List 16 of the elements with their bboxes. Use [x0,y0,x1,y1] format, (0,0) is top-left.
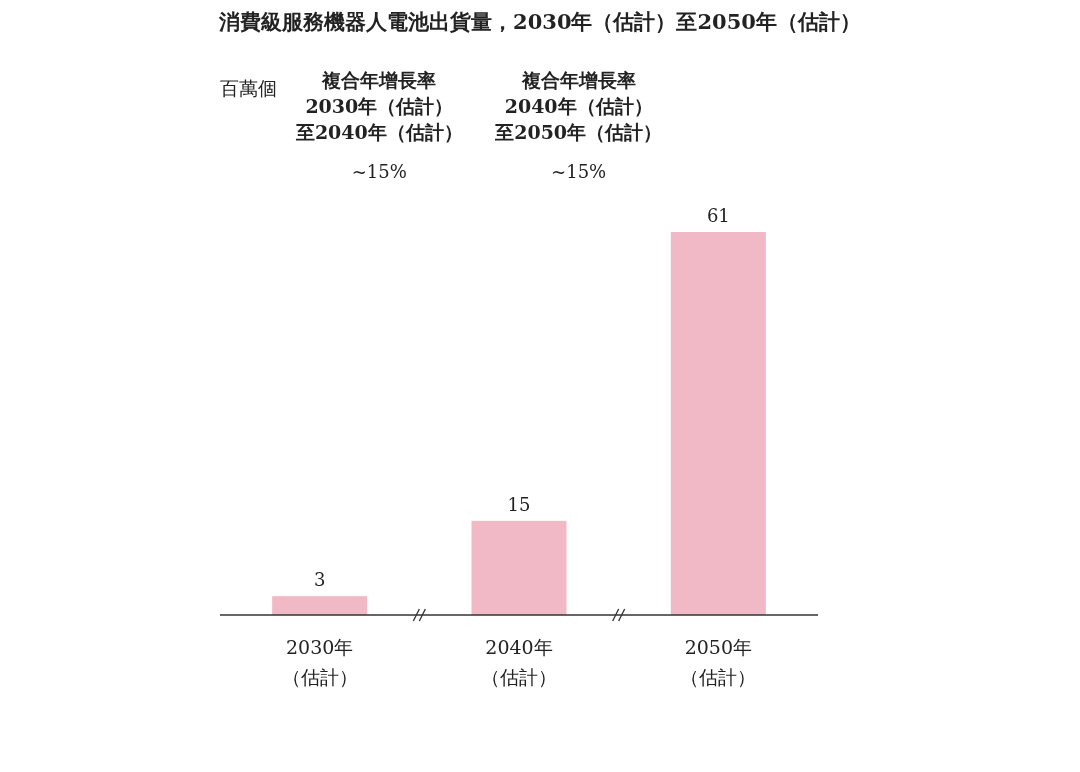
text: 至2040年（估計） [295,120,463,145]
data-label: 3 [313,568,326,592]
text: 百萬個 [220,76,277,101]
text: 2040年（估計） [504,94,653,119]
data-label: 15 [507,492,531,516]
text: 2030年（估計） [305,94,454,119]
x-tick-label: 2050年（估計） [679,635,758,690]
data-label: 61 [706,204,730,227]
x-tick-label: 2030年（估計） [280,635,359,690]
text: 複合年增長率 [521,68,636,93]
text: ~15% [551,160,607,183]
x-tick-label: 2040年（估計） [480,635,558,690]
chart-title: 消費級服務機器人電池出貨量，2030年（估計）至2050年（估計） [219,8,861,35]
text: 至2050年（估計） [495,120,663,145]
text: ~15% [351,160,407,183]
text: 複合年增長率 [322,68,437,93]
